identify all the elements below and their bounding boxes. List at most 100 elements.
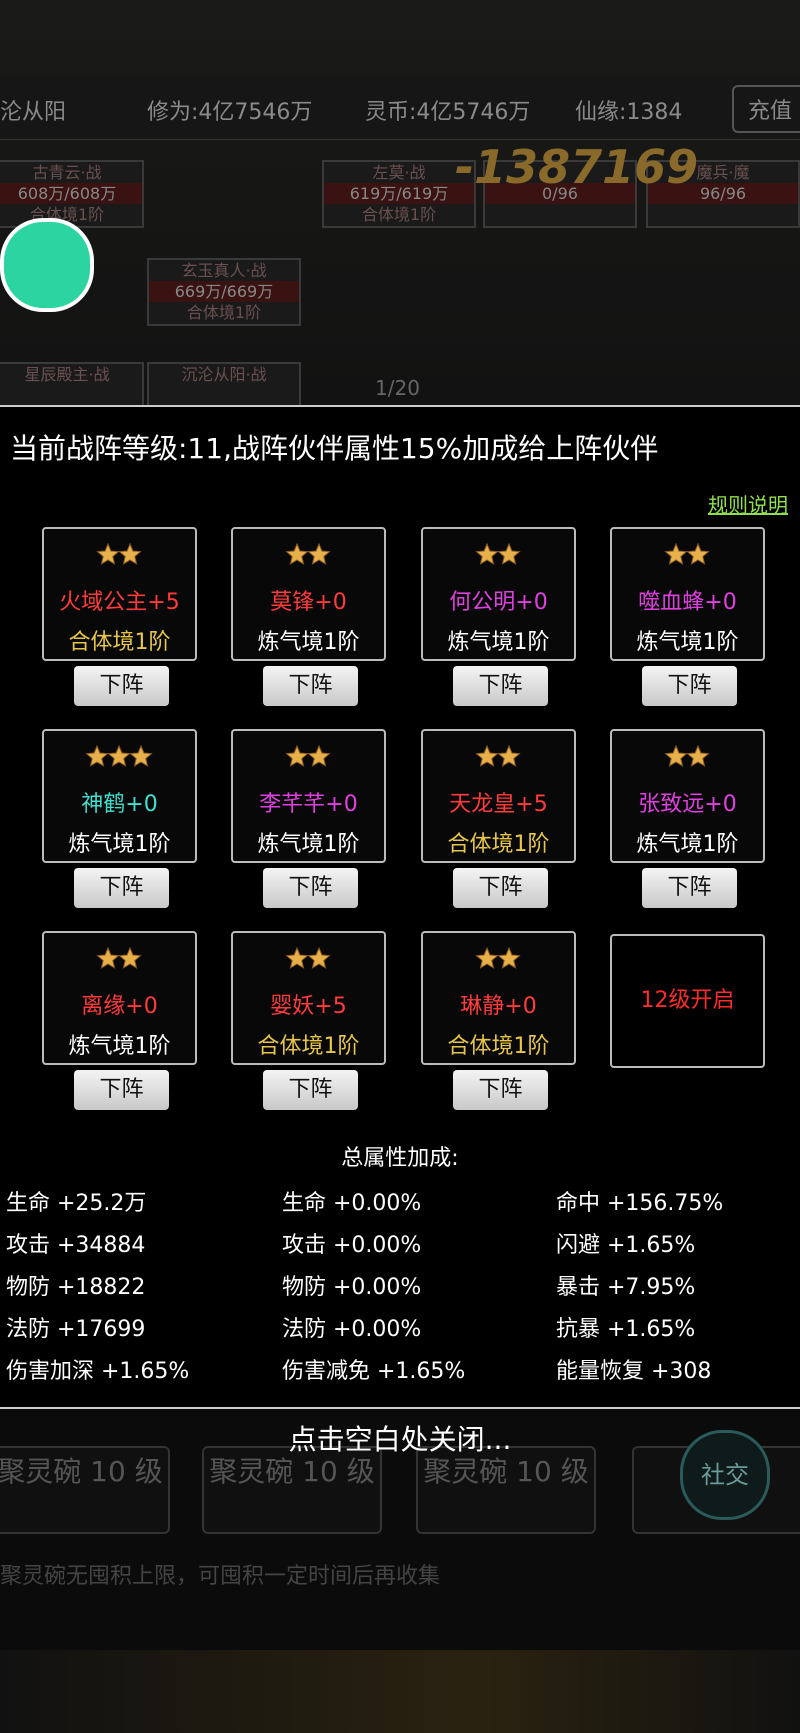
bowl-button[interactable]: 聚灵碗 10 级: [202, 1446, 382, 1534]
unit-name: 古青云·战: [32, 163, 102, 182]
stat-line: 攻击 +0.00%: [282, 1233, 422, 1258]
rules-link[interactable]: 规则说明: [708, 493, 788, 517]
stat-line: 闪避 +1.65%: [556, 1233, 696, 1258]
partner-realm: 炼气境1阶: [257, 832, 360, 857]
partner-name: 琳静+0: [460, 994, 537, 1019]
star-rating: [664, 745, 710, 767]
partner-name: 何公明+0: [449, 590, 548, 615]
partner-name: 张致远+0: [638, 792, 737, 817]
partner-realm: 合体境1阶: [447, 1034, 550, 1059]
partner-name: 天龙皇+5: [449, 792, 548, 817]
partner-realm: 炼气境1阶: [447, 630, 550, 655]
partner-realm: 炼气境1阶: [68, 1034, 171, 1059]
stat-line: 法防 +0.00%: [282, 1317, 422, 1342]
star: [107, 745, 131, 767]
remove-button[interactable]: 下阵: [453, 666, 548, 706]
bowl-button[interactable]: 聚灵碗 10 级: [416, 1446, 596, 1534]
unit-hp: 669万/669万: [149, 281, 299, 302]
star: [118, 947, 142, 969]
partner-card[interactable]: 火域公主+5 合体境1阶: [42, 527, 197, 661]
stat-line: 伤害加深 +1.65%: [6, 1359, 190, 1384]
recharge-button[interactable]: 充值: [732, 85, 800, 133]
partner-card[interactable]: 李芊芊+0 炼气境1阶: [231, 729, 386, 863]
star: [96, 543, 120, 565]
damage-number: -1387169: [455, 140, 699, 194]
unit-hp: 608万/608万: [0, 183, 142, 204]
partner-name: 火域公主+5: [59, 590, 180, 615]
remove-button[interactable]: 下阵: [642, 868, 737, 908]
partner-card[interactable]: 何公明+0 炼气境1阶: [421, 527, 576, 661]
star: [307, 543, 331, 565]
unit-card: 魔兵·魔 96/96: [646, 160, 800, 228]
star-rating: [475, 947, 521, 969]
remove-button[interactable]: 下阵: [74, 868, 169, 908]
spirit-coin: 灵币:4亿5746万: [365, 100, 531, 125]
close-hint[interactable]: 点击空白处关闭...: [288, 1423, 512, 1456]
stat-line: 生命 +25.2万: [6, 1191, 147, 1216]
stat-line: 法防 +17699: [6, 1317, 146, 1342]
stat-line: 暴击 +7.95%: [556, 1275, 696, 1300]
stat-line: 物防 +0.00%: [282, 1275, 422, 1300]
stat-line: 攻击 +34884: [6, 1233, 146, 1258]
partner-card[interactable]: 琳静+0 合体境1阶: [421, 931, 576, 1065]
unit-realm: 合体境1阶: [361, 205, 437, 224]
remove-button[interactable]: 下阵: [74, 666, 169, 706]
unit-hp: 96/96: [648, 183, 798, 204]
bowl-button[interactable]: 聚灵碗 10 级: [0, 1446, 170, 1534]
star: [285, 745, 309, 767]
remove-button[interactable]: 下阵: [263, 666, 358, 706]
unit-card: 玄玉真人·战 669万/669万 合体境1阶: [147, 258, 301, 326]
bonus-title: 总属性加成:: [341, 1146, 459, 1171]
star: [118, 543, 142, 565]
partner-card[interactable]: 张致远+0 炼气境1阶: [610, 729, 765, 863]
unit-name: 左莫·战: [372, 163, 426, 182]
star: [129, 745, 153, 767]
star: [475, 947, 499, 969]
star: [285, 543, 309, 565]
floating-app-icon[interactable]: [0, 218, 94, 312]
partner-card[interactable]: 噬血蜂+0 炼气境1阶: [610, 527, 765, 661]
partner-card[interactable]: 莫锋+0 炼气境1阶: [231, 527, 386, 661]
remove-button[interactable]: 下阵: [74, 1070, 169, 1110]
unit-card: 左莫·战 619万/619万 合体境1阶: [322, 160, 476, 228]
star: [475, 745, 499, 767]
remove-button[interactable]: 下阵: [263, 1070, 358, 1110]
partner-card[interactable]: 天龙皇+5 合体境1阶: [421, 729, 576, 863]
star-rating: [285, 947, 331, 969]
star: [475, 543, 499, 565]
star-rating: [96, 543, 142, 565]
partner-card[interactable]: 婴妖+5 合体境1阶: [231, 931, 386, 1065]
star-rating: [475, 745, 521, 767]
remove-button[interactable]: 下阵: [263, 868, 358, 908]
partner-realm: 炼气境1阶: [68, 832, 171, 857]
star: [497, 947, 521, 969]
unit-hp: 619万/619万: [324, 183, 474, 204]
partner-realm: 炼气境1阶: [257, 630, 360, 655]
social-button[interactable]: 社交: [680, 1430, 770, 1520]
unit-name: 沉沦从阳·战: [181, 365, 267, 384]
partner-card[interactable]: 离缘+0 炼气境1阶: [42, 931, 197, 1065]
unit-hp: 0/96: [485, 183, 635, 204]
page-indicator: 1/20: [375, 376, 420, 400]
unit-name: 星辰殿主·战: [24, 365, 110, 384]
unit-hp-blank: [0, 385, 142, 406]
partner-name: 婴妖+5: [270, 994, 347, 1019]
partner-realm: 合体境1阶: [257, 1034, 360, 1059]
partner-realm: 炼气境1阶: [636, 832, 739, 857]
bottom-decoration: [0, 1650, 800, 1733]
remove-button[interactable]: 下阵: [642, 666, 737, 706]
star: [664, 745, 688, 767]
star: [686, 745, 710, 767]
star: [307, 947, 331, 969]
partner-name: 莫锋+0: [270, 590, 347, 615]
partner-card[interactable]: 神鹤+0 炼气境1阶: [42, 729, 197, 863]
star: [96, 947, 120, 969]
top-bar: 沦从阳 修为:4亿7546万 灵币:4亿5746万 仙缘:1384 充值: [0, 77, 800, 140]
unit-name: 玄玉真人·战: [181, 261, 267, 280]
partner-realm: 合体境1阶: [447, 832, 550, 857]
unit-realm-blank: [485, 204, 635, 225]
remove-button[interactable]: 下阵: [453, 1070, 548, 1110]
unit-realm: 合体境1阶: [186, 303, 262, 322]
star: [686, 543, 710, 565]
remove-button[interactable]: 下阵: [453, 868, 548, 908]
